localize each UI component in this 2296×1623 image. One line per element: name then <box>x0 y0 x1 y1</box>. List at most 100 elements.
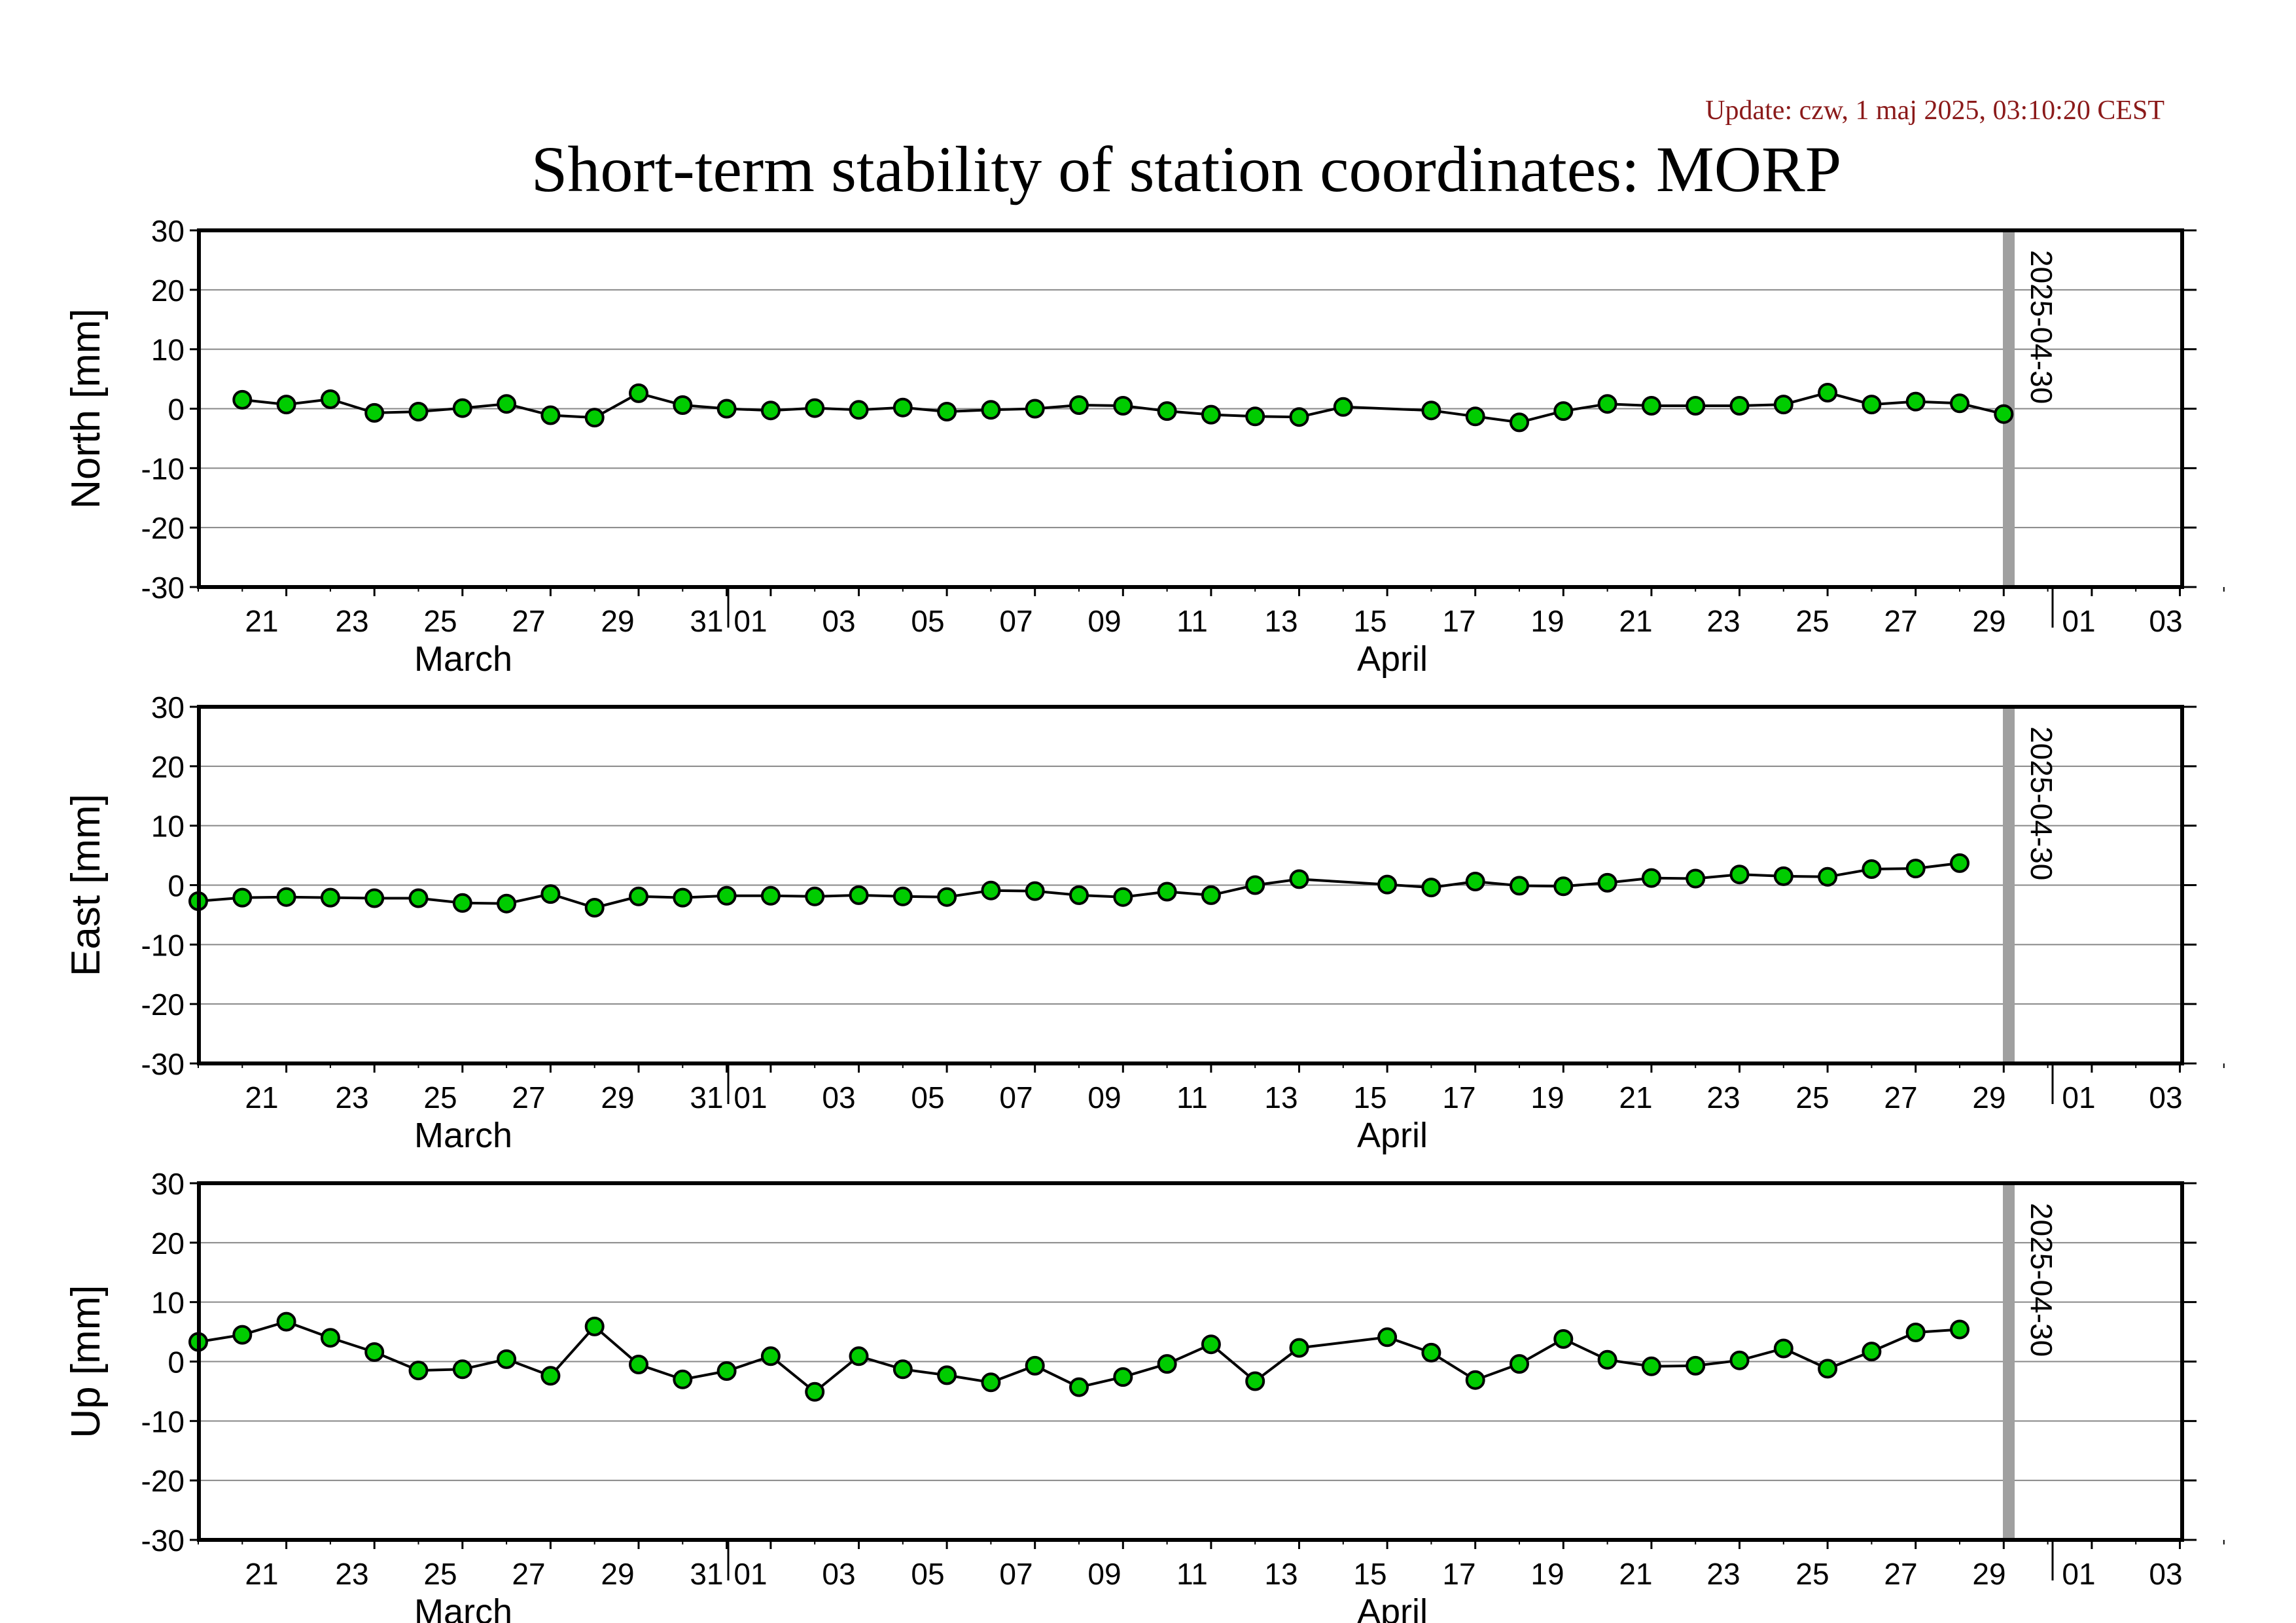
data-point <box>584 898 605 918</box>
x-tick-label: 17 <box>1442 1557 1475 1591</box>
data-point <box>1245 1371 1265 1391</box>
x-tick-label: 15 <box>1353 1557 1386 1591</box>
data-point <box>1950 853 1969 873</box>
y-tick-label: 30 <box>151 1167 185 1201</box>
data-point <box>760 401 781 421</box>
x-tick-label: 13 <box>1264 1557 1298 1591</box>
data-point <box>1729 1350 1750 1370</box>
x-tick-label: 03 <box>822 1557 855 1591</box>
x-tick-label: 27 <box>1884 1080 1917 1115</box>
x-tick-label: 11 <box>1176 1557 1208 1591</box>
data-point <box>232 1325 253 1345</box>
data-point <box>849 885 869 905</box>
update-timestamp: Update: czw, 1 maj 2025, 03:10:20 CEST <box>1705 96 2164 126</box>
data-point <box>1201 885 1221 905</box>
x-tick-label: 03 <box>2149 1080 2182 1115</box>
y-tick-label: -10 <box>141 928 185 962</box>
data-point <box>320 887 340 908</box>
data-point <box>1201 404 1221 425</box>
data-point <box>1553 1329 1574 1349</box>
data-point <box>1069 395 1089 415</box>
data-point <box>716 399 737 419</box>
data-point <box>1201 1334 1221 1355</box>
data-point <box>1994 404 2014 424</box>
x-tick-label: 21 <box>245 1080 278 1115</box>
data-point <box>981 1372 1001 1393</box>
data-point <box>805 398 825 418</box>
data-point <box>1421 1342 1441 1363</box>
x-tick-label: 03 <box>822 1080 855 1115</box>
data-point <box>1421 401 1441 421</box>
data-point <box>1641 396 1661 416</box>
data-point <box>408 888 429 908</box>
x-tick-label: 19 <box>1530 604 1564 638</box>
data-point <box>364 888 385 908</box>
x-tick-label: 07 <box>999 1080 1033 1115</box>
y-tick-label: -20 <box>141 988 185 1022</box>
y-tick-label: 10 <box>151 1286 185 1320</box>
data-point <box>584 408 605 428</box>
x-tick-label: 25 <box>1795 604 1829 638</box>
data-point <box>1421 878 1441 898</box>
data-point <box>364 402 385 423</box>
current-day-bar <box>2003 707 2015 1063</box>
data-point <box>1157 1354 1177 1374</box>
series-line <box>198 861 1960 910</box>
x-tick-label: 13 <box>1264 604 1298 638</box>
x-tick-label: 19 <box>1530 1080 1564 1115</box>
data-point <box>937 1365 957 1385</box>
data-point <box>1905 859 1926 879</box>
x-tick-label: 23 <box>1706 1557 1740 1591</box>
y-tick-label: 20 <box>151 274 185 308</box>
x-tick-label: 23 <box>1706 604 1740 638</box>
data-point <box>540 1366 561 1386</box>
x-tick-label: 03 <box>2149 1557 2182 1591</box>
y-tick-label: 20 <box>151 1226 185 1260</box>
data-point <box>452 1359 472 1380</box>
x-tick-label: 21 <box>1619 1080 1652 1115</box>
data-point <box>1113 396 1133 416</box>
data-point <box>805 886 825 906</box>
x-tick-label: 27 <box>512 1557 545 1591</box>
x-tick-label: 03 <box>2149 604 2182 638</box>
data-point <box>1113 1367 1133 1387</box>
data-point <box>1818 383 1838 402</box>
y-tick-label: -20 <box>141 1464 185 1498</box>
x-tick-label: 25 <box>423 1557 457 1591</box>
current-day-bar <box>2003 1183 2015 1540</box>
x-tick-label: 07 <box>999 1557 1033 1591</box>
y-tick-label: -20 <box>141 511 185 545</box>
data-point <box>1157 401 1177 421</box>
x-tick-label: 21 <box>1619 1557 1652 1591</box>
data-point <box>1686 396 1706 416</box>
data-point <box>1686 1355 1706 1376</box>
data-point <box>673 395 693 415</box>
x-tick-label: 05 <box>911 1080 944 1115</box>
data-point <box>1245 406 1265 427</box>
data-point <box>1862 395 1882 415</box>
x-tick-label: 07 <box>999 604 1033 638</box>
data-point <box>1510 876 1529 896</box>
data-point <box>716 1361 737 1381</box>
x-tick-label: 29 <box>1972 604 2005 638</box>
x-tick-label: 09 <box>1087 1557 1121 1591</box>
data-point <box>320 1328 340 1348</box>
x-tick-label: 29 <box>1972 1080 2005 1115</box>
x-tick-label: 13 <box>1264 1080 1298 1115</box>
data-point <box>1862 859 1882 879</box>
x-tick-label: 15 <box>1353 1080 1386 1115</box>
data-point <box>1069 885 1089 905</box>
series-line <box>198 1320 1960 1394</box>
data-point <box>1465 1370 1485 1390</box>
data-point <box>276 887 296 907</box>
data-point <box>1553 401 1574 421</box>
data-point <box>1069 1377 1089 1397</box>
x-tick-label: 23 <box>1706 1080 1740 1115</box>
data-point <box>892 886 913 906</box>
x-tick-label: 27 <box>512 604 545 638</box>
data-point <box>1289 407 1309 427</box>
x-tick-label: 25 <box>1795 1557 1829 1591</box>
data-point <box>1245 875 1265 895</box>
data-point <box>1905 391 1926 412</box>
